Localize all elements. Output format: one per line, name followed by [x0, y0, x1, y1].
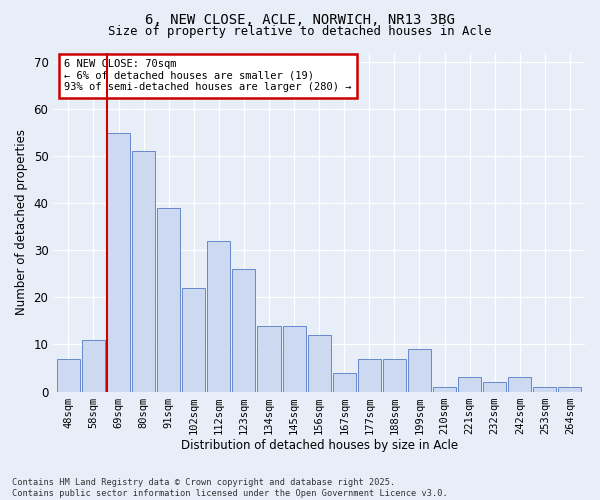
Bar [332, 372, 356, 392]
Bar [232, 269, 256, 392]
Bar [533, 387, 556, 392]
Bar [433, 387, 456, 392]
Bar [132, 152, 155, 392]
Bar [107, 132, 130, 392]
Bar [358, 358, 381, 392]
Bar [508, 378, 532, 392]
Bar [408, 349, 431, 392]
Bar [257, 326, 281, 392]
Text: Size of property relative to detached houses in Acle: Size of property relative to detached ho… [108, 25, 492, 38]
Bar [57, 358, 80, 392]
Bar [82, 340, 105, 392]
Bar [182, 288, 205, 392]
Bar [483, 382, 506, 392]
Text: 6 NEW CLOSE: 70sqm
← 6% of detached houses are smaller (19)
93% of semi-detached: 6 NEW CLOSE: 70sqm ← 6% of detached hous… [64, 60, 352, 92]
Text: Contains HM Land Registry data © Crown copyright and database right 2025.
Contai: Contains HM Land Registry data © Crown c… [12, 478, 448, 498]
Bar [559, 387, 581, 392]
Bar [207, 241, 230, 392]
Y-axis label: Number of detached properties: Number of detached properties [15, 129, 28, 315]
Bar [383, 358, 406, 392]
Bar [308, 335, 331, 392]
Bar [458, 378, 481, 392]
X-axis label: Distribution of detached houses by size in Acle: Distribution of detached houses by size … [181, 440, 458, 452]
Bar [157, 208, 180, 392]
Text: 6, NEW CLOSE, ACLE, NORWICH, NR13 3BG: 6, NEW CLOSE, ACLE, NORWICH, NR13 3BG [145, 12, 455, 26]
Bar [283, 326, 305, 392]
